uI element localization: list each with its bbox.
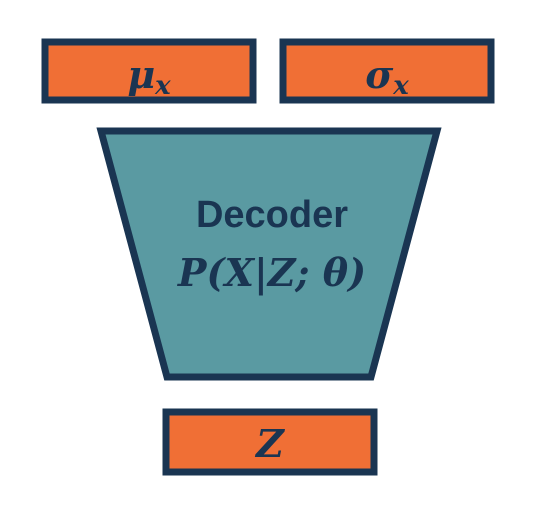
output-sigma-label: σx [365,52,409,101]
decoder-formula: P(X|Z; θ) [177,250,366,295]
decoder-title: Decoder [196,194,348,236]
input-z-label: Z [254,421,285,466]
decoder-block: Decoder P(X|Z; θ) [96,127,442,381]
decoder-trapezoid [96,127,442,381]
output-mu-symbol: μ [127,52,155,97]
output-sigma-symbol: σ [365,52,394,97]
output-sigma-rect [279,38,495,104]
output-mu-rect [41,38,257,104]
output-mu-subscript: x [154,71,171,101]
output-sigma-box: σx [279,38,495,104]
input-z-rect [162,408,378,476]
input-z-box: Z [162,408,378,476]
output-sigma-subscript: x [392,71,409,101]
output-mu-label: μx [127,52,171,101]
output-mu-box: μx [41,38,257,104]
